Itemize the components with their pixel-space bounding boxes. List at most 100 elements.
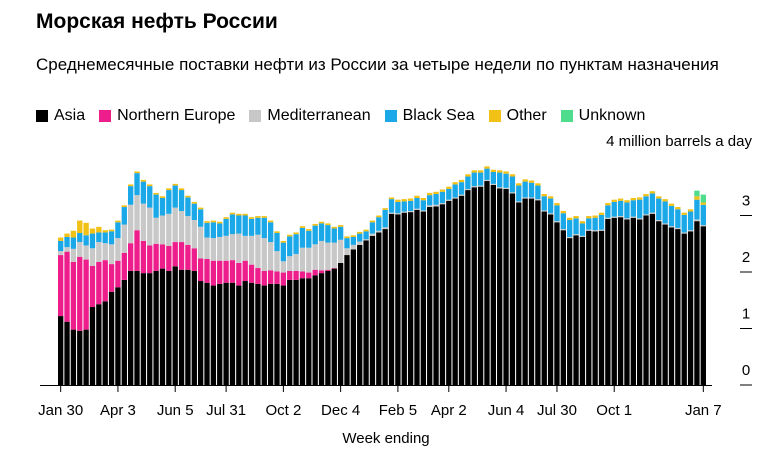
bar-other-99	[687, 209, 694, 212]
bar-asia-80	[567, 238, 573, 385]
bar-other-80	[567, 217, 573, 221]
bar-black-sea-45	[344, 238, 350, 249]
bar-northern-europe-9	[115, 260, 121, 288]
bar-asia-44	[337, 262, 344, 385]
bar-mediterranean-64	[465, 188, 471, 191]
bar-mediterranean-21	[191, 220, 197, 249]
bar-mediterranean-58	[427, 205, 433, 208]
bar-mediterranean-73	[522, 197, 528, 199]
bar-black-sea-50	[376, 217, 382, 231]
bar-asia-18	[172, 266, 178, 385]
bar-black-sea-1	[64, 236, 70, 248]
bar-other-48	[363, 229, 369, 232]
bar-asia-29	[242, 281, 248, 385]
bar-other-1	[64, 233, 70, 237]
bar-other-9	[115, 220, 121, 223]
bar-other-42	[325, 223, 331, 226]
bar-asia-22	[197, 281, 204, 385]
bar-other-54	[401, 199, 407, 202]
bar-mediterranean-32	[261, 238, 267, 271]
bar-mediterranean-27	[229, 234, 236, 261]
bar-mediterranean-4	[83, 245, 89, 260]
bar-black-sea-17	[166, 190, 172, 214]
bar-asia-57	[420, 211, 427, 385]
bar-black-sea-81	[573, 218, 579, 235]
bar-black-sea-64	[465, 176, 471, 189]
bar-asia-27	[229, 282, 236, 386]
bar-northern-europe-43	[331, 268, 337, 269]
bar-mediterranean-69	[497, 187, 503, 189]
bar-mediterranean-26	[223, 235, 229, 261]
bar-asia-32	[261, 285, 267, 385]
bar-black-sea-76	[541, 196, 547, 211]
bar-mediterranean-63	[458, 194, 465, 196]
bar-asia-28	[236, 285, 242, 385]
bar-other-94	[656, 196, 662, 199]
bar-black-sea-41	[318, 223, 325, 241]
bar-black-sea-53	[395, 201, 401, 214]
chart-subtitle: Среднемесячные поставки нефти из России …	[36, 55, 719, 74]
bar-asia-23	[204, 282, 210, 386]
y-unit-label: 4 million barrels a day	[606, 133, 752, 150]
bar-black-sea-31	[255, 217, 261, 235]
bar-asia-95	[662, 224, 668, 385]
y-tick-label-1: 1	[742, 306, 750, 323]
legend-item-northern-europe: Northern Europe	[99, 107, 235, 125]
bar-mediterranean-59	[433, 204, 439, 207]
bar-asia-98	[681, 233, 687, 385]
bar-black-sea-94	[656, 198, 662, 221]
x-tick-label-7: Apr 2	[431, 402, 467, 419]
bar-mediterranean-55	[407, 210, 414, 213]
bar-other-97	[675, 207, 681, 210]
bar-other-8	[108, 229, 115, 232]
bar-black-sea-38	[299, 227, 306, 248]
bar-asia-67	[484, 181, 490, 385]
bar-northern-europe-39	[306, 272, 312, 279]
bar-asia-25	[217, 283, 223, 386]
bar-asia-61	[446, 200, 452, 385]
bar-mediterranean-33	[267, 242, 274, 271]
bar-asia-90	[630, 217, 636, 385]
bar-mediterranean-2	[70, 248, 77, 262]
bar-other-90	[630, 197, 636, 201]
bar-black-sea-82	[579, 223, 586, 236]
bar-mediterranean-29	[242, 235, 248, 261]
bar-other-39	[306, 229, 312, 231]
bar-black-sea-24	[210, 222, 217, 239]
bar-asia-14	[147, 273, 153, 385]
bar-other-52	[388, 197, 395, 200]
bar-black-sea-23	[204, 222, 210, 238]
bar-black-sea-43	[331, 228, 337, 243]
bar-asia-76	[541, 211, 547, 385]
bar-asia-24	[210, 285, 217, 385]
bar-mediterranean-25	[217, 236, 223, 261]
bar-other-44	[337, 225, 344, 227]
bar-mediterranean-76	[541, 210, 547, 212]
bar-other-24	[210, 220, 217, 223]
bar-mediterranean-80	[567, 236, 573, 239]
bar-black-sea-86	[605, 205, 611, 218]
bar-mediterranean-99	[687, 230, 694, 232]
bar-black-sea-71	[509, 176, 516, 193]
bar-other-58	[427, 192, 433, 196]
bar-other-72	[516, 183, 522, 186]
bar-other-91	[637, 197, 643, 200]
bar-other-96	[668, 203, 675, 206]
bar-other-79	[560, 210, 566, 214]
bar-other-83	[586, 216, 592, 219]
bar-black-sea-91	[637, 199, 643, 219]
bar-northern-europe-41	[318, 270, 325, 274]
bar-mediterranean-54	[401, 211, 407, 213]
bar-black-sea-22	[197, 209, 204, 227]
bar-northern-europe-19	[178, 242, 185, 270]
bar-other-5	[89, 228, 96, 234]
bar-mediterranean-45	[344, 248, 350, 256]
bar-black-sea-26	[223, 218, 229, 236]
bar-mediterranean-9	[115, 238, 121, 261]
bar-northern-europe-25	[217, 260, 223, 284]
bar-black-sea-40	[312, 225, 318, 245]
bar-asia-48	[363, 240, 369, 385]
bar-other-77	[547, 196, 554, 199]
bar-other-60	[439, 189, 446, 192]
